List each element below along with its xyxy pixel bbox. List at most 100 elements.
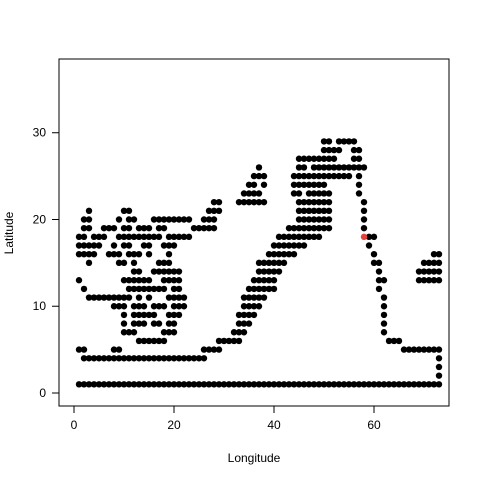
data-point (255, 259, 263, 267)
data-point (95, 355, 103, 362)
data-point (355, 172, 363, 180)
data-point (300, 181, 308, 188)
data-point (120, 355, 128, 362)
data-point (250, 277, 258, 284)
data-point (380, 329, 388, 336)
data-point (270, 381, 278, 388)
data-point (300, 207, 308, 215)
data-point (95, 233, 103, 241)
data-point (80, 233, 88, 241)
data-point (165, 250, 173, 258)
data-point (120, 381, 128, 388)
data-point (75, 233, 83, 241)
data-point (250, 285, 258, 293)
data-point (300, 233, 308, 241)
data-point (155, 233, 163, 241)
data-point (160, 355, 168, 362)
data-point (110, 346, 118, 353)
data-point (395, 381, 403, 388)
data-point (180, 233, 188, 241)
data-point (135, 250, 143, 258)
data-point (325, 155, 333, 162)
data-point (360, 381, 368, 388)
data-point (160, 285, 168, 293)
data-point (145, 381, 153, 388)
data-point (160, 259, 168, 267)
data-point (110, 303, 118, 310)
data-point (320, 190, 328, 197)
data-point (295, 198, 303, 206)
data-point (310, 181, 318, 188)
data-point (165, 259, 173, 267)
data-point (395, 337, 403, 345)
data-point (115, 346, 123, 353)
data-point (330, 172, 338, 180)
data-point (375, 259, 383, 267)
data-point (80, 216, 88, 223)
data-point (130, 320, 138, 327)
data-point (330, 155, 338, 162)
data-point (75, 250, 83, 258)
data-point (420, 381, 428, 388)
data-point (290, 181, 298, 188)
data-point (430, 259, 438, 267)
data-point (175, 233, 183, 241)
data-point (365, 233, 373, 241)
data-point (375, 268, 383, 275)
data-point (240, 320, 248, 327)
data-point (245, 181, 253, 188)
data-point (215, 207, 223, 215)
data-point (125, 233, 133, 241)
data-point (170, 303, 178, 310)
data-point (370, 233, 378, 241)
data-point (310, 198, 318, 206)
data-point (200, 355, 208, 362)
data-point (250, 181, 258, 188)
data-point (185, 355, 193, 362)
data-point (330, 146, 338, 154)
data-point (170, 277, 178, 284)
data-point (430, 277, 438, 284)
data-point (340, 172, 348, 180)
data-point (80, 250, 88, 258)
data-point (145, 294, 153, 301)
data-point (235, 320, 243, 327)
data-point (170, 294, 178, 301)
data-point (330, 381, 338, 388)
data-point (150, 311, 158, 319)
data-point (130, 355, 138, 362)
data-point (240, 303, 248, 310)
data-point (135, 224, 143, 232)
data-point (175, 381, 183, 388)
data-point (120, 207, 128, 215)
data-point (110, 242, 118, 249)
data-point (150, 303, 158, 310)
data-point (75, 381, 83, 388)
data-point (200, 381, 208, 388)
data-point (220, 337, 228, 345)
data-point (135, 337, 143, 345)
data-point (290, 381, 298, 388)
data-point (285, 242, 293, 249)
data-point (80, 355, 88, 362)
data-point (250, 311, 258, 319)
data-point (170, 233, 178, 241)
data-point (145, 355, 153, 362)
data-point (125, 381, 133, 388)
data-point (420, 259, 428, 267)
data-point (325, 138, 333, 145)
data-point (435, 372, 443, 379)
data-point (250, 190, 258, 197)
data-point (130, 329, 138, 336)
data-point (75, 277, 83, 284)
data-point (435, 363, 443, 371)
data-point (355, 190, 363, 197)
data-point (310, 233, 318, 241)
data-point (155, 320, 163, 327)
data-point (345, 172, 353, 180)
data-point (300, 198, 308, 206)
data-point (280, 233, 288, 241)
data-point (305, 181, 313, 188)
data-point (300, 172, 308, 180)
data-point (255, 268, 263, 275)
